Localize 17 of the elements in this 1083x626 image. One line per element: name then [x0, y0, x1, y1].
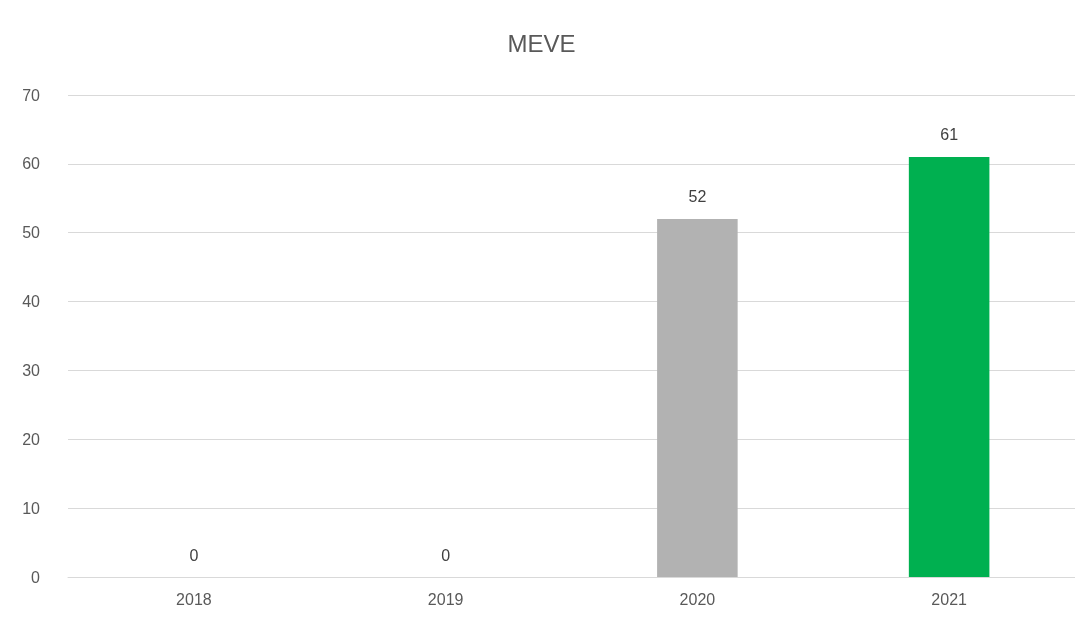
y-tick-label: 70 [22, 86, 41, 104]
y-tick-label: 50 [22, 224, 41, 242]
y-tick-label: 30 [22, 361, 41, 379]
y-tick-label: 20 [22, 430, 41, 448]
x-tick-label: 2020 [679, 590, 716, 608]
x-tick-label: 2018 [176, 590, 212, 608]
data-label: 61 [940, 126, 959, 144]
x-tick-label: 2021 [931, 590, 968, 608]
data-label: 0 [441, 546, 451, 564]
y-tick-label: 60 [22, 155, 41, 173]
y-tick-label: 0 [31, 568, 41, 586]
chart-title: MEVE [507, 29, 576, 57]
y-tick-label: 40 [22, 293, 41, 311]
x-tick-label: 2019 [427, 590, 464, 608]
data-label: 52 [688, 188, 707, 206]
y-tick-label: 10 [22, 499, 41, 517]
data-label: 0 [189, 546, 199, 564]
